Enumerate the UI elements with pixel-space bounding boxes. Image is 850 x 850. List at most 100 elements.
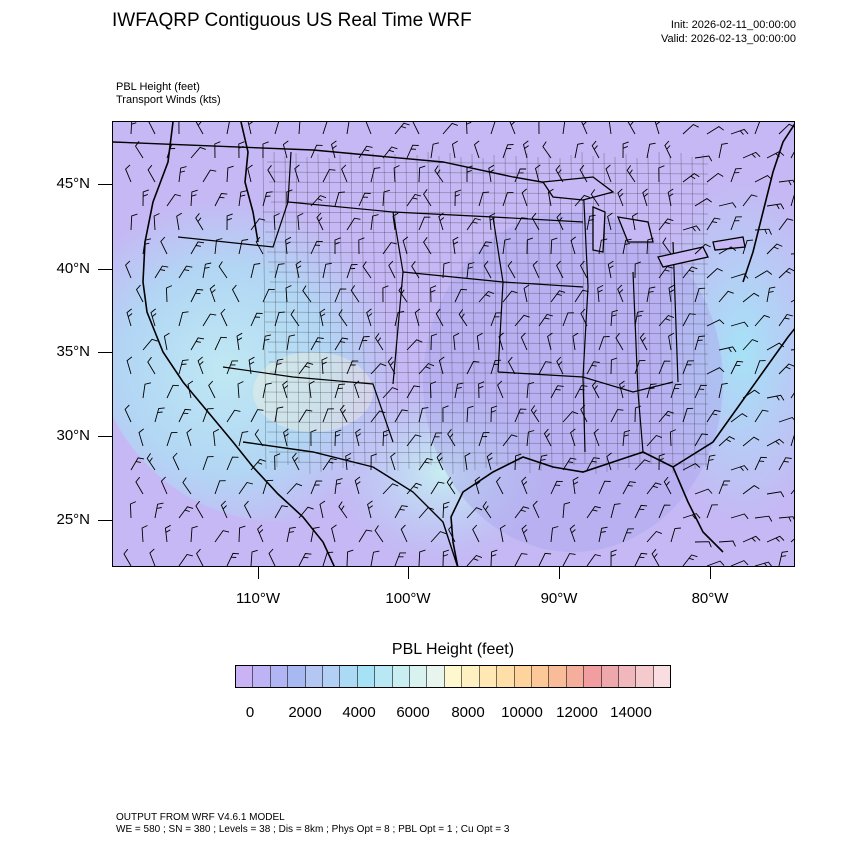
wind-barb bbox=[147, 164, 156, 183]
coastline bbox=[142, 122, 794, 566]
wind-barb bbox=[478, 431, 490, 447]
wind-barb bbox=[586, 361, 600, 375]
wind-barb bbox=[607, 260, 614, 279]
wind-barb bbox=[490, 405, 498, 423]
lat-tick bbox=[98, 520, 112, 521]
wind-barb bbox=[706, 409, 721, 423]
county-line bbox=[504, 151, 509, 465]
wind-barb bbox=[250, 312, 263, 327]
wind-barb bbox=[358, 145, 373, 159]
wind-barb bbox=[208, 380, 216, 399]
wind-barb bbox=[262, 141, 269, 158]
wind-barb bbox=[286, 189, 293, 207]
wind-barb bbox=[730, 168, 742, 183]
wind-barb bbox=[694, 287, 706, 303]
wind-barb bbox=[778, 516, 794, 522]
wind-barb bbox=[670, 527, 681, 543]
wind-barb bbox=[646, 434, 663, 447]
wind-barb bbox=[478, 241, 492, 255]
wind-barb bbox=[339, 404, 348, 423]
wind-barb bbox=[250, 263, 261, 279]
wind-barb bbox=[706, 319, 725, 327]
wind-barb bbox=[267, 165, 276, 183]
wind-barb bbox=[538, 552, 552, 566]
wind-barb bbox=[298, 122, 301, 135]
wind-barb bbox=[607, 212, 613, 231]
county-line bbox=[270, 381, 709, 385]
wind-barb bbox=[550, 385, 564, 399]
wind-barb bbox=[574, 385, 588, 399]
county-line bbox=[268, 361, 709, 365]
wind-barb bbox=[574, 289, 589, 303]
wind-barb bbox=[742, 339, 759, 351]
county-line bbox=[284, 155, 289, 466]
wind-barb bbox=[634, 459, 651, 471]
wind-barb bbox=[778, 123, 794, 135]
lon-tick bbox=[559, 567, 560, 579]
wind-barb bbox=[282, 140, 289, 159]
wind-barb bbox=[346, 122, 350, 135]
county-line bbox=[669, 155, 674, 474]
county-line bbox=[493, 154, 498, 467]
wind-barb bbox=[214, 336, 227, 351]
wind-barb bbox=[322, 262, 332, 279]
wind-barb bbox=[754, 228, 772, 235]
wind-barb bbox=[430, 432, 442, 447]
wind-barb bbox=[430, 481, 445, 495]
wind-barb bbox=[608, 122, 612, 135]
wind-barb bbox=[286, 526, 296, 543]
wind-barb bbox=[178, 506, 194, 519]
wind-barb bbox=[231, 284, 240, 303]
wind-barb bbox=[190, 337, 205, 351]
wind-barb bbox=[166, 193, 182, 207]
wind-barb bbox=[322, 457, 337, 471]
wind-barb bbox=[176, 212, 183, 231]
field-label-winds: Transport Winds (kts) bbox=[116, 94, 221, 106]
wind-barb bbox=[274, 311, 285, 327]
wind-barb bbox=[591, 380, 600, 399]
wind-barb bbox=[418, 457, 433, 471]
wind-barb bbox=[632, 212, 638, 231]
map-canvas bbox=[113, 122, 794, 566]
lat-label-30: 30°N bbox=[56, 427, 90, 444]
wind-barb bbox=[682, 513, 701, 520]
wind-barb bbox=[478, 381, 485, 399]
wind-barb bbox=[483, 260, 492, 279]
wind-barb bbox=[412, 122, 420, 135]
wind-barb bbox=[617, 284, 624, 303]
wind-barb bbox=[670, 383, 682, 399]
wind-barb bbox=[706, 454, 716, 471]
wind-barb bbox=[310, 337, 324, 351]
wind-barb bbox=[202, 408, 214, 423]
wind-barb bbox=[154, 265, 169, 279]
colorbar-title: PBL Height (feet) bbox=[391, 641, 515, 658]
lon-label-110: 110°W bbox=[235, 590, 281, 607]
wind-barb bbox=[478, 290, 495, 303]
wind-barb bbox=[146, 453, 156, 471]
wind-barb bbox=[639, 332, 648, 351]
wind-barb bbox=[472, 524, 480, 543]
wind-barb bbox=[556, 260, 564, 279]
wind-barb bbox=[209, 284, 216, 303]
lat-tick bbox=[98, 436, 112, 437]
colorbar-label: 12000 bbox=[556, 704, 598, 721]
wind-barb bbox=[330, 140, 337, 159]
wind-barb bbox=[319, 500, 326, 519]
wind-barb bbox=[370, 453, 377, 471]
wind-barb bbox=[125, 164, 132, 183]
wind-barb bbox=[374, 525, 384, 543]
wind-barb bbox=[236, 332, 243, 351]
wind-barb bbox=[778, 457, 792, 471]
wind-barb bbox=[374, 333, 384, 351]
wind-barb bbox=[497, 380, 504, 399]
county-line bbox=[680, 152, 685, 472]
wind-barb bbox=[718, 540, 736, 547]
great-lakes bbox=[541, 176, 746, 268]
wind-barb bbox=[394, 552, 406, 566]
wind-barb bbox=[298, 506, 314, 519]
wind-barb bbox=[273, 213, 280, 231]
wind-barb bbox=[766, 535, 785, 543]
wind-barb bbox=[338, 501, 348, 519]
wind-barb bbox=[346, 264, 358, 279]
wind-barb bbox=[646, 383, 657, 399]
